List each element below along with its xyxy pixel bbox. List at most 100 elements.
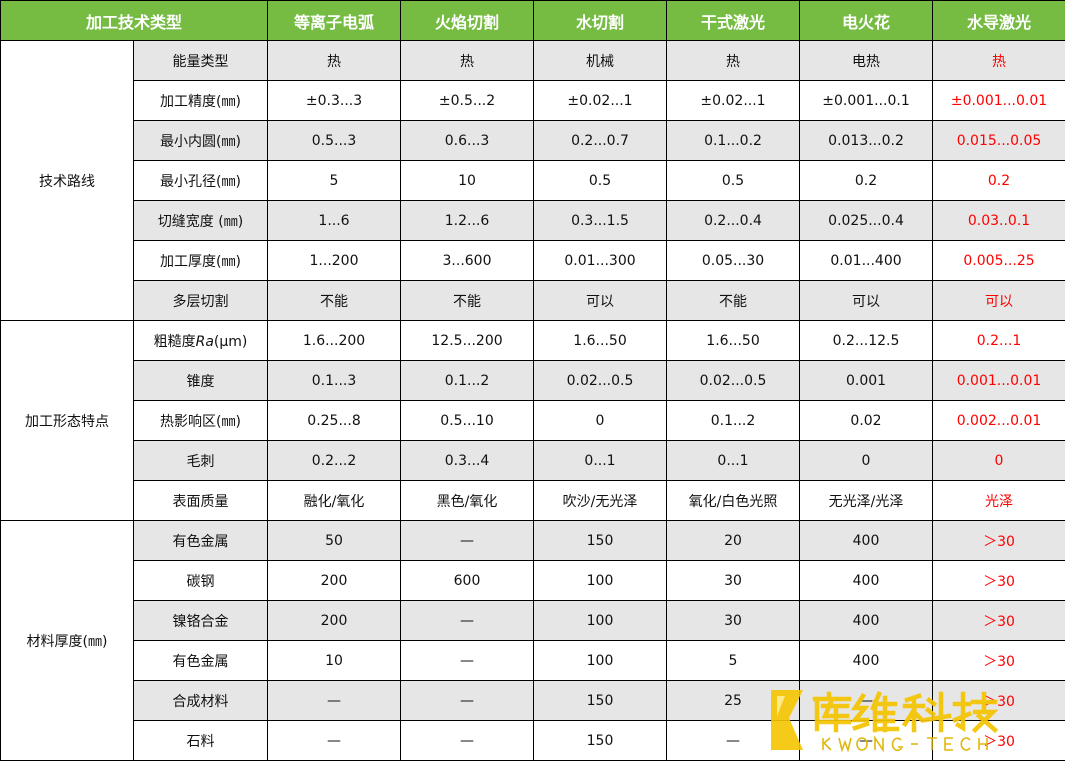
highlight-cell: 0.001...0.01 [932, 360, 1065, 401]
value-cell: 30 [666, 560, 801, 601]
header-method: 电火花 [799, 0, 934, 41]
table-row: 合成材料 — —150 25— ＞30 [1, 680, 1065, 721]
value-cell: 400 [799, 640, 934, 681]
highlight-cell: ＞30 [932, 600, 1065, 641]
row-label: 能量类型 [132, 40, 269, 81]
table-row: 加工精度(㎜) ±0.3...3 ±0.5...2 ±0.02...1 ±0.02...… [1, 80, 1065, 121]
row-label: 镍铬合金 [132, 600, 269, 641]
row-label: 多层切割 [132, 280, 269, 321]
table-row: 有色金属 10—100 5 400 ＞30 [1, 640, 1065, 681]
value-cell: 黑色/氧化 [400, 480, 535, 521]
value-cell: 0.5...3 [267, 120, 402, 161]
value-cell: 0.001 [799, 360, 934, 401]
value-cell: 可以 [799, 280, 934, 321]
value-cell: 融化/氧化 [267, 480, 402, 521]
value-cell: 0.05...30 [666, 240, 801, 281]
value-cell: 0.2 [799, 160, 934, 201]
value-cell: 10 [267, 640, 402, 681]
value-cell: 无光泽/光泽 [799, 480, 934, 521]
value-cell: 0.025...0.4 [799, 200, 934, 241]
row-label: 加工厚度(㎜) [132, 240, 269, 281]
value-cell: — [400, 640, 535, 681]
value-cell: 0.01...300 [533, 240, 668, 281]
row-label: 毛刺 [132, 440, 269, 481]
value-cell: ±0.02...1 [533, 80, 668, 121]
value-cell: 热 [400, 40, 535, 81]
value-cell: 0.5 [666, 160, 801, 201]
group-label: 加工形态特点 [0, 320, 134, 521]
value-cell: — [666, 720, 801, 761]
value-cell: 0.1...2 [666, 400, 801, 441]
value-cell: 400 [799, 560, 934, 601]
table-row: 毛刺 0.2...2 0.3...4 0...1 0...1 0 0 [1, 440, 1065, 481]
table-row: 表面质量 融化/氧化 黑色/氧化 吹沙/无光泽 氧化/白色光照 无光泽/光泽 光泽 [1, 480, 1065, 521]
value-cell: 0.1...2 [400, 360, 535, 401]
table-row: 最小孔径(㎜) 5 10 0.5 0.5 0.2 0.2 [1, 160, 1065, 201]
value-cell: 0.5...10 [400, 400, 535, 441]
value-cell: 25 [666, 680, 801, 721]
value-cell: 0.3...1.5 [533, 200, 668, 241]
value-cell: 1.6...50 [666, 320, 801, 361]
value-cell: 10 [400, 160, 535, 201]
value-cell: — [267, 680, 402, 721]
table-row: 多层切割 不能 不能 可以 不能 可以 可以 [1, 280, 1065, 321]
value-cell: 0.25...8 [267, 400, 402, 441]
value-cell: 150 [533, 520, 668, 561]
value-cell: 0 [533, 400, 668, 441]
table-row: 最小内圆(㎜) 0.5...3 0.6...3 0.2...0.7 0.1...0.2 0… [1, 120, 1065, 161]
value-cell: 100 [533, 560, 668, 601]
row-label: 粗糙度Ra(μm) [132, 320, 269, 361]
table-row: 碳钢 200 600 100 30 400 ＞30 [1, 560, 1065, 601]
highlight-cell: 可以 [932, 280, 1065, 321]
value-cell: 0.1...3 [267, 360, 402, 401]
row-label: 最小内圆(㎜) [132, 120, 269, 161]
value-cell: 12.5...200 [400, 320, 535, 361]
value-cell: 热 [666, 40, 801, 81]
highlight-cell: ＞30 [932, 720, 1065, 761]
header-method: 干式激光 [666, 0, 801, 41]
header-type: 加工技术类型 [0, 0, 269, 41]
header-row: 加工技术类型 等离子电弧 火焰切割 水切割 干式激光 电火花 水导激光 [0, 0, 1065, 41]
value-cell: 不能 [666, 280, 801, 321]
value-cell: 0.1...0.2 [666, 120, 801, 161]
table-row: 加工形态特点 粗糙度Ra(μm) 1.6...200 12.5...200 1.6...… [0, 320, 1065, 521]
value-cell: 1.6...200 [267, 320, 402, 361]
row-label: 合成材料 [132, 680, 269, 721]
table-row: 热影响区(㎜) 0.25...8 0.5...10 0 0.1...2 0.02 0.002… [1, 400, 1065, 441]
value-cell: 0.2...0.4 [666, 200, 801, 241]
value-cell: 吹沙/无光泽 [533, 480, 668, 521]
highlight-cell: 0.2 [932, 160, 1065, 201]
highlight-cell: ＞30 [932, 560, 1065, 601]
row-label: 锥度 [132, 360, 269, 401]
value-cell: 150 [533, 680, 668, 721]
group-label: 技术路线 [0, 40, 134, 321]
row-label: 切缝宽度 (㎜) [132, 200, 269, 241]
value-cell: ±0.5...2 [400, 80, 535, 121]
value-cell: 5 [267, 160, 402, 201]
value-cell: 150 [533, 720, 668, 761]
value-cell: 200 [267, 600, 402, 641]
value-cell: — [400, 720, 535, 761]
table-row: 加工厚度(㎜) 1...200 3...600 0.01...300 0.05...30… [1, 240, 1065, 281]
value-cell: 0.2...2 [267, 440, 402, 481]
row-label: 加工精度(㎜) [132, 80, 269, 121]
value-cell: ±0.3...3 [267, 80, 402, 121]
value-cell: 0.2...0.7 [533, 120, 668, 161]
row-label: 有色金属 [132, 520, 269, 561]
value-cell: 0.2...12.5 [799, 320, 934, 361]
value-cell: 5 [666, 640, 801, 681]
value-cell: 不能 [400, 280, 535, 321]
header-method: 等离子电弧 [267, 0, 402, 41]
header-method: 火焰切割 [400, 0, 535, 41]
row-label: 表面质量 [132, 480, 269, 521]
highlight-cell: 0 [932, 440, 1065, 481]
value-cell: 热 [267, 40, 402, 81]
value-cell: 电热 [799, 40, 934, 81]
value-cell: 0.013...0.2 [799, 120, 934, 161]
value-cell: 1.2...6 [400, 200, 535, 241]
table-row: 技术路线 能量类型热热机械热电热热 [0, 40, 1065, 321]
value-cell: 机械 [533, 40, 668, 81]
value-cell: 400 [799, 600, 934, 641]
value-cell: 不能 [267, 280, 402, 321]
